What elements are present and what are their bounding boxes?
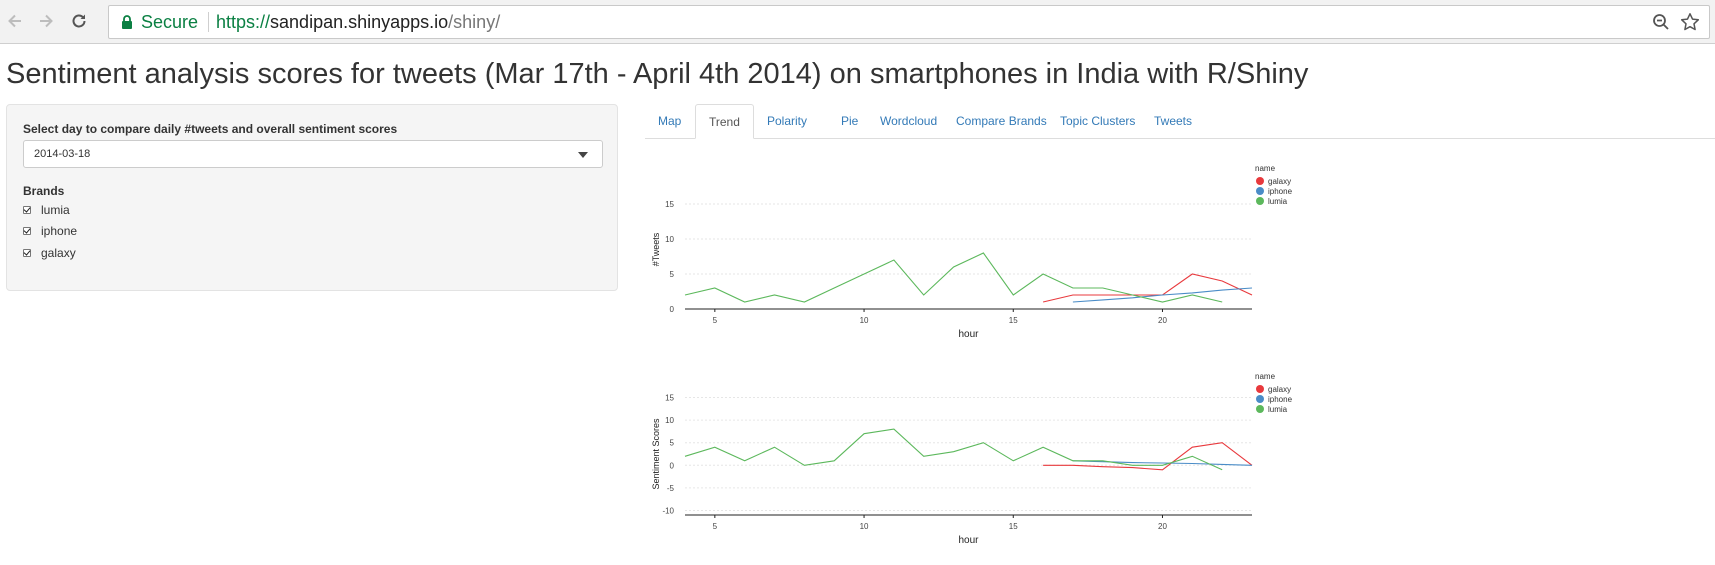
legend-label-galaxy: galaxy — [1268, 385, 1291, 394]
x-tick-label: 10 — [860, 316, 869, 325]
y-tick-label: 15 — [665, 200, 674, 209]
series-line-galaxy — [1043, 442, 1253, 471]
tab-trend[interactable]: Trend — [695, 104, 754, 139]
brand-checkbox-galaxy[interactable]: galaxy — [23, 245, 76, 261]
lock-icon — [121, 15, 133, 34]
y-tick-label: 15 — [665, 394, 674, 403]
reload-icon[interactable] — [66, 8, 92, 34]
x-axis-title: hour — [958, 535, 979, 546]
series-line-lumia — [684, 252, 1223, 303]
y-tick-label: 10 — [665, 416, 674, 425]
caret-down-icon[interactable] — [578, 152, 588, 158]
day-select-value: 2014-03-18 — [34, 148, 91, 160]
address-separator — [208, 12, 209, 32]
x-tick-label: 5 — [713, 522, 718, 531]
tab-polarity[interactable]: Polarity — [767, 114, 808, 128]
x-tick-label: 15 — [1009, 522, 1018, 531]
url-scheme: https:// — [216, 12, 271, 32]
y-tick-label: -10 — [662, 506, 674, 515]
star-icon[interactable] — [1679, 11, 1701, 33]
browser-toolbar: Secure https://sandipan.shinyapps.io/shi… — [0, 0, 1715, 44]
legend-label-lumia: lumia — [1268, 197, 1288, 206]
day-select-label: Select day to compare daily #tweets and … — [23, 122, 398, 136]
legend-title: name — [1255, 372, 1276, 381]
x-tick-label: 5 — [713, 316, 718, 325]
legend-swatch-galaxy — [1256, 177, 1264, 185]
tab-tweets[interactable]: Tweets — [1154, 114, 1193, 128]
x-tick-label: 15 — [1009, 316, 1018, 325]
y-tick-label: 5 — [670, 270, 675, 279]
forward-arrow-icon[interactable] — [33, 8, 59, 34]
y-tick-label: -5 — [667, 484, 675, 493]
url-host: sandipan.shinyapps.io — [270, 12, 449, 32]
tab-map[interactable]: Map — [658, 114, 682, 128]
brand-checkbox-iphone[interactable]: iphone — [23, 223, 77, 239]
tab-bar: Map Trend Polarity Pie Wordcloud Compare… — [645, 104, 1715, 139]
series-line-galaxy — [1042, 273, 1253, 303]
zoom-icon[interactable] — [1650, 11, 1672, 33]
tab-topic-clusters[interactable]: Topic Clusters — [1060, 114, 1136, 128]
legend-label-galaxy: galaxy — [1268, 177, 1291, 186]
url-path: /shiny/ — [448, 12, 501, 32]
legend-swatch-lumia — [1256, 405, 1264, 413]
legend-label-iphone: iphone — [1268, 187, 1293, 196]
x-tick-label: 20 — [1158, 522, 1167, 531]
y-tick-label: 0 — [670, 461, 675, 470]
legend-swatch-iphone — [1256, 187, 1264, 195]
page-title: Sentiment analysis scores for tweets (Ma… — [6, 58, 1309, 90]
tab-wordcloud[interactable]: Wordcloud — [880, 114, 938, 128]
legend-title: name — [1255, 164, 1276, 173]
x-axis-title: hour — [958, 329, 979, 340]
checkbox-galaxy[interactable] — [23, 249, 31, 257]
tab-pie[interactable]: Pie — [841, 114, 859, 128]
address-bar[interactable]: Secure https://sandipan.shinyapps.io/shi… — [108, 5, 1710, 39]
y-tick-label: 10 — [665, 235, 674, 244]
brands-label: Brands — [23, 184, 65, 198]
legend-label-iphone: iphone — [1268, 395, 1293, 404]
tab-compare-brands[interactable]: Compare Brands — [956, 114, 1047, 128]
brand-label-iphone: iphone — [41, 224, 78, 238]
series-line-iphone — [1072, 287, 1253, 303]
sidebar-panel: Select day to compare daily #tweets and … — [6, 104, 618, 291]
y-tick-label: 0 — [670, 305, 675, 314]
legend-swatch-galaxy — [1256, 385, 1264, 393]
x-tick-label: 20 — [1158, 316, 1167, 325]
secure-label: Secure — [141, 12, 199, 32]
legend-swatch-iphone — [1256, 395, 1264, 403]
y-tick-label: 5 — [670, 439, 675, 448]
series-line-iphone — [1072, 460, 1253, 466]
y-axis-title: Sentiment Scores — [651, 418, 661, 490]
back-arrow-icon[interactable] — [2, 8, 28, 34]
series-line-lumia — [684, 428, 1223, 471]
day-select[interactable]: 2014-03-18 — [23, 140, 603, 168]
url-text[interactable]: https://sandipan.shinyapps.io/shiny/ — [216, 12, 500, 33]
brand-label-lumia: lumia — [41, 203, 70, 217]
checkbox-iphone[interactable] — [23, 227, 31, 235]
x-tick-label: 10 — [860, 522, 869, 531]
brand-checkbox-lumia[interactable]: lumia — [23, 202, 70, 218]
legend-swatch-lumia — [1256, 197, 1264, 205]
brand-label-galaxy: galaxy — [41, 246, 76, 260]
checkbox-lumia[interactable] — [23, 206, 31, 214]
y-axis-title: #Tweets — [651, 232, 661, 266]
legend-label-lumia: lumia — [1268, 405, 1288, 414]
